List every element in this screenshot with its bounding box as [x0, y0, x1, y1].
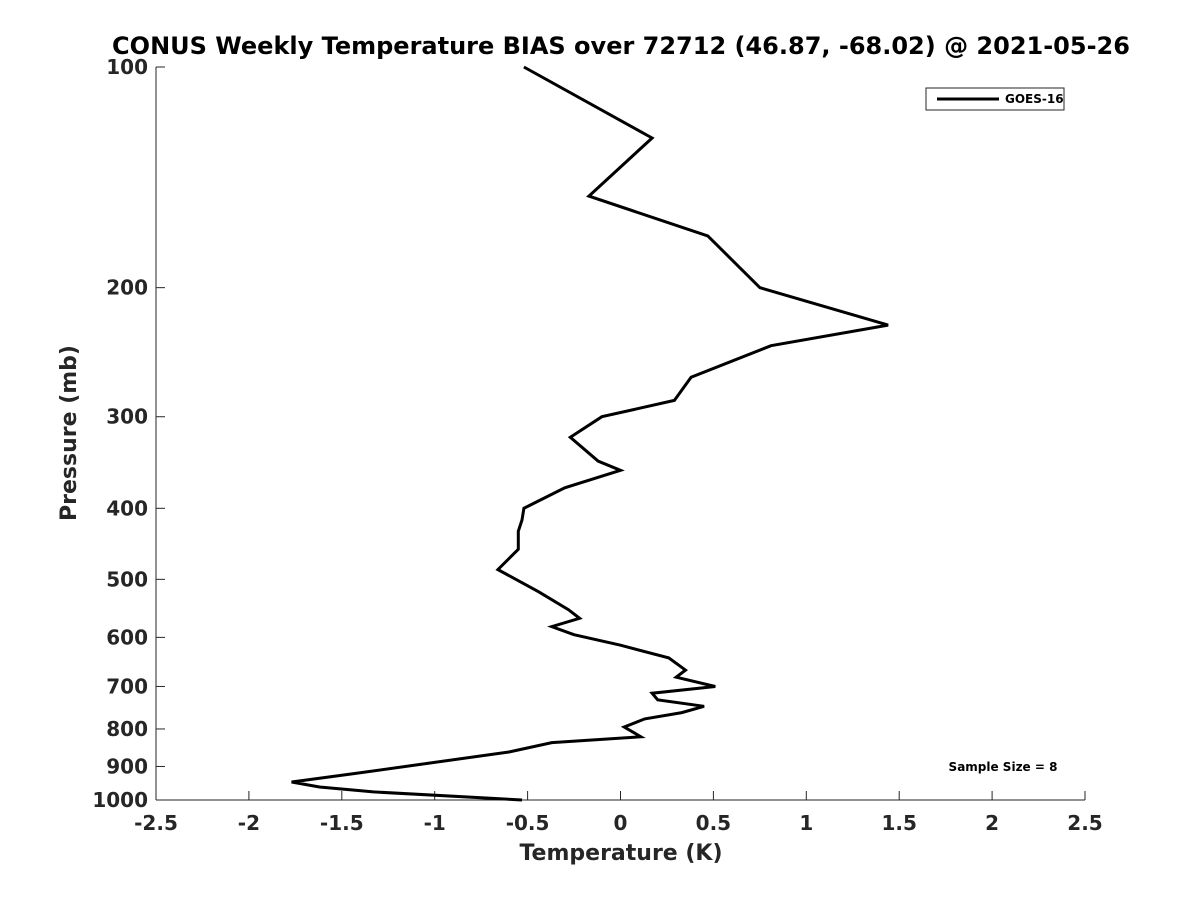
series-line-goes-16	[291, 65, 889, 802]
x-tick-label: -2	[238, 811, 260, 835]
y-tick-label: 900	[106, 754, 148, 778]
x-tick-label: 0.5	[696, 811, 731, 835]
x-tick-label: -1.5	[320, 811, 364, 835]
x-tick-label: -0.5	[506, 811, 550, 835]
x-tick-label: 2.5	[1067, 811, 1102, 835]
x-tick-label: 1	[799, 811, 813, 835]
y-tick-label: 400	[106, 496, 148, 520]
x-tick-label: -2.5	[134, 811, 178, 835]
y-tick-label: 500	[106, 567, 148, 591]
y-tick-label: 1000	[92, 788, 148, 812]
y-tick-label: 800	[106, 717, 148, 741]
chart-title: CONUS Weekly Temperature BIAS over 72712…	[112, 32, 1130, 60]
x-tick-label: 1.5	[881, 811, 916, 835]
y-tick-label: 700	[106, 674, 148, 698]
y-tick-label: 600	[106, 625, 148, 649]
plot-axes	[155, 67, 1085, 801]
y-tick-label: 100	[106, 55, 148, 79]
series-layer	[291, 65, 889, 802]
y-axis-ticks: 100 200 300 400 500 600 700 800 900 1000	[92, 55, 165, 812]
y-tick-label: 300	[106, 405, 148, 429]
x-tick-label: -1	[424, 811, 446, 835]
y-axis-title: Pressure (mb)	[57, 345, 82, 521]
sample-size-annotation: Sample Size = 8	[949, 760, 1058, 774]
y-tick-label: 200	[106, 276, 148, 300]
legend: GOES-16	[925, 87, 1065, 111]
x-axis-ticks: -2.5 -2 -1.5 -1 -0.5 0 0.5 1 1.5 2 2.5	[134, 791, 1103, 835]
x-tick-label: 0	[614, 811, 628, 835]
legend-label-goes-16: GOES-16	[1005, 92, 1064, 106]
x-tick-label: 2	[985, 811, 999, 835]
x-axis-title: Temperature (K)	[519, 841, 722, 866]
